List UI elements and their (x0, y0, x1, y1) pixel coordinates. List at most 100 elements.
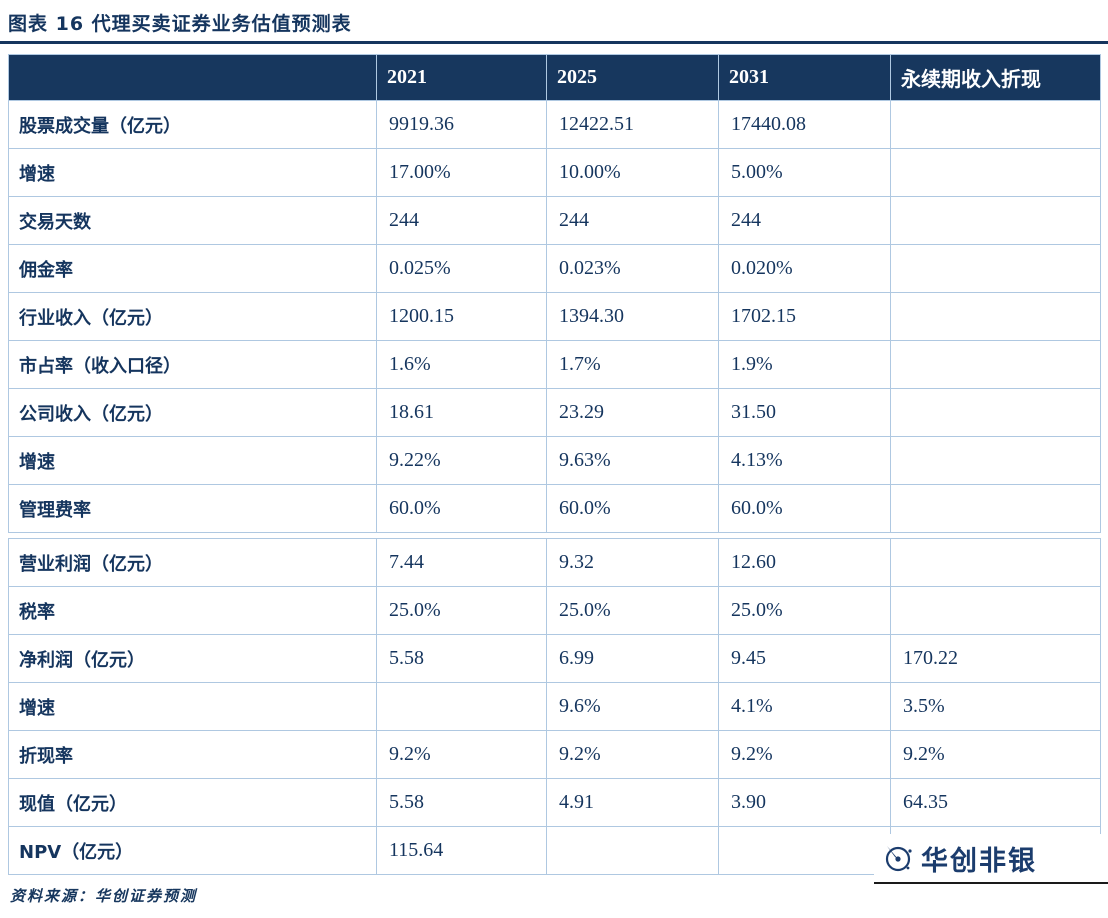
table-cell: 12.60 (718, 538, 891, 587)
table-cell: 60.0% (376, 484, 547, 533)
table-cell: 9.2% (546, 730, 719, 779)
table-cell: 5.58 (376, 778, 547, 827)
table-cell: 3.90 (718, 778, 891, 827)
table-cell: 25.0% (718, 586, 891, 635)
table-cell: 6.99 (546, 634, 719, 683)
table-row: 交易天数 244 244 244 (8, 196, 1101, 245)
table-row: 市占率（收入口径） 1.6% 1.7% 1.9% (8, 340, 1101, 389)
table-cell: 9.63% (546, 436, 719, 485)
table-cell: 0.025% (376, 244, 547, 293)
table-cell (546, 826, 719, 875)
table-row: 增速 9.22% 9.63% 4.13% (8, 436, 1101, 485)
table-body: 股票成交量（亿元） 9919.36 12422.51 17440.08 增速 17.00%… (8, 100, 1101, 875)
table-cell: 10.00% (546, 148, 719, 197)
figure-title: 图表 16 代理买卖证券业务估值预测表 (8, 13, 352, 35)
row-label: 增速 (8, 682, 377, 731)
column-header: 2021 (376, 54, 547, 101)
row-label: 税率 (8, 586, 377, 635)
compass-icon (880, 841, 914, 875)
table-cell: 0.023% (546, 244, 719, 293)
table-cell (890, 244, 1101, 293)
table-row: 税率 25.0% 25.0% 25.0% (8, 586, 1101, 635)
table-cell: 31.50 (718, 388, 891, 437)
table-cell (890, 100, 1101, 149)
table-cell: 9.45 (718, 634, 891, 683)
row-label: NPV（亿元） (8, 826, 377, 875)
table-cell (718, 826, 891, 875)
valuation-table: 2021 2025 2031 永续期收入折现 股票成交量（亿元） 9919.36 1242… (8, 54, 1101, 875)
section-gap (8, 532, 1101, 539)
table-row: 佣金率 0.025% 0.023% 0.020% (8, 244, 1101, 293)
row-label: 增速 (8, 148, 377, 197)
table-cell: 4.1% (718, 682, 891, 731)
table-cell (890, 388, 1101, 437)
column-header: 2025 (546, 54, 719, 101)
row-label: 交易天数 (8, 196, 377, 245)
table-cell: 244 (718, 196, 891, 245)
table-cell: 5.00% (718, 148, 891, 197)
table-cell: 64.35 (890, 778, 1101, 827)
table-cell: 12422.51 (546, 100, 719, 149)
table-cell: 17.00% (376, 148, 547, 197)
table-cell: 1394.30 (546, 292, 719, 341)
table-cell: 9919.36 (376, 100, 547, 149)
row-label: 佣金率 (8, 244, 377, 293)
table-row: 管理费率 60.0% 60.0% 60.0% (8, 484, 1101, 533)
table-row: 行业收入（亿元） 1200.15 1394.30 1702.15 (8, 292, 1101, 341)
row-label: 行业收入（亿元） (8, 292, 377, 341)
table-cell: 1.6% (376, 340, 547, 389)
figure-title-bar: 图表 16 代理买卖证券业务估值预测表 (0, 0, 1108, 44)
row-label: 现值（亿元） (8, 778, 377, 827)
logo-text: 华创非银 (921, 845, 1037, 877)
table-cell: 1.7% (546, 340, 719, 389)
table-cell: 17440.08 (718, 100, 891, 149)
row-label: 折现率 (8, 730, 377, 779)
table-cell (890, 586, 1101, 635)
table-cell (890, 196, 1101, 245)
table-cell: 244 (376, 196, 547, 245)
table-cell: 18.61 (376, 388, 547, 437)
source-note: 资料来源：华创证券预测 (10, 887, 198, 905)
table-cell: 23.29 (546, 388, 719, 437)
table-row: 公司收入（亿元） 18.61 23.29 31.50 (8, 388, 1101, 437)
table-row: 折现率 9.2% 9.2% 9.2% 9.2% (8, 730, 1101, 779)
table-cell (890, 340, 1101, 389)
table-cell: 25.0% (546, 586, 719, 635)
table-cell (890, 292, 1101, 341)
table-cell (890, 148, 1101, 197)
table-cell: 244 (546, 196, 719, 245)
table-cell: 1702.15 (718, 292, 891, 341)
table-cell: 60.0% (546, 484, 719, 533)
table-cell: 9.32 (546, 538, 719, 587)
table-cell (890, 436, 1101, 485)
table-cell: 7.44 (376, 538, 547, 587)
row-label: 市占率（收入口径） (8, 340, 377, 389)
column-header: 2031 (718, 54, 891, 101)
table-cell: 9.2% (376, 730, 547, 779)
table-cell: 25.0% (376, 586, 547, 635)
table-cell: 9.22% (376, 436, 547, 485)
table-cell: 9.6% (546, 682, 719, 731)
table-row: 营业利润（亿元） 7.44 9.32 12.60 (8, 538, 1101, 587)
table-row: 净利润（亿元） 5.58 6.99 9.45 170.22 (8, 634, 1101, 683)
row-label: 管理费率 (8, 484, 377, 533)
table-cell: 1200.15 (376, 292, 547, 341)
table-row: 增速 17.00% 10.00% 5.00% (8, 148, 1101, 197)
table-cell: 115.64 (376, 826, 547, 875)
table-cell: 4.91 (546, 778, 719, 827)
table-cell (890, 538, 1101, 587)
table-cell: 3.5% (890, 682, 1101, 731)
table-cell: 0.020% (718, 244, 891, 293)
table-cell: 4.13% (718, 436, 891, 485)
row-label: 股票成交量（亿元） (8, 100, 377, 149)
table-row: 增速 9.6% 4.1% 3.5% (8, 682, 1101, 731)
row-label: 营业利润（亿元） (8, 538, 377, 587)
table-cell: 9.2% (890, 730, 1101, 779)
table-cell: 1.9% (718, 340, 891, 389)
row-label: 净利润（亿元） (8, 634, 377, 683)
corner-header (8, 54, 377, 101)
table-cell (376, 682, 547, 731)
table-cell: 60.0% (718, 484, 891, 533)
table-row: 现值（亿元） 5.58 4.91 3.90 64.35 (8, 778, 1101, 827)
table-header-row: 2021 2025 2031 永续期收入折现 (8, 54, 1101, 101)
